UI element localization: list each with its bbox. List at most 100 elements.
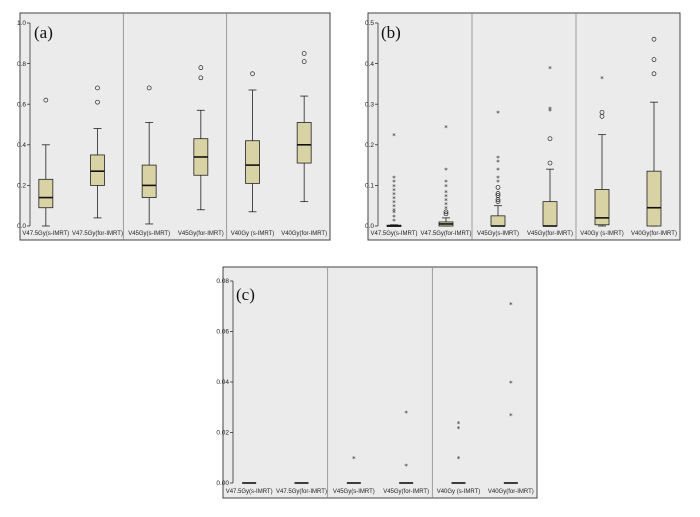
outlier-point (250, 71, 255, 77)
outlier-point (495, 191, 501, 196)
iqr-box (296, 122, 312, 164)
box-v45gy-s-imrt-: V45Gy(s-IMRT) (128, 85, 170, 237)
panel-label: (a) (34, 23, 53, 42)
box-v45gy-s-imrt-: ******V45Gy(s-IMRT) (477, 110, 519, 237)
extreme-point: * (444, 201, 448, 209)
extreme-point: * (392, 213, 396, 221)
y-tick-label: 0.0 (17, 223, 26, 230)
y-tick-label: 0.00 (216, 480, 229, 487)
extreme-point: * (392, 199, 396, 207)
y-tick-label: 0.0 (365, 223, 374, 230)
iqr-box (490, 215, 506, 227)
box-v47-5gy-s-imrt-: V47.5Gy(s-IMRT) (226, 482, 273, 495)
extreme-point: * (548, 65, 552, 73)
panel-label: (b) (381, 23, 401, 42)
outlier-point (198, 75, 204, 81)
box-v40gy-s-imrt-: ***V40Gy (s-IMRT) (437, 420, 481, 495)
extreme-point: * (457, 425, 461, 433)
outlier-point (443, 209, 449, 215)
iqr-box (245, 140, 260, 184)
panel-label: (c) (236, 285, 255, 304)
category-label: V47.5Gy(s-IMRT) (22, 231, 69, 237)
extreme-point: * (392, 209, 396, 217)
panel-frame (222, 266, 538, 499)
box-v40gy-for-imrt-: * * * V40Gy(for-IMRT) (488, 301, 534, 495)
y-tick-label: 0.04 (216, 379, 229, 386)
box-v40gy-s-imrt-: V40Gy (s-IMRT) (231, 71, 275, 237)
extreme-point: * (496, 175, 500, 183)
iqr-box (594, 189, 610, 226)
box-v47-5gy-s-imrt-: V47.5Gy(s-IMRT) (22, 97, 69, 237)
category-label: V45Gy(for-IMRT) (383, 489, 429, 495)
extreme-point: * (392, 207, 396, 215)
y-tick-label: 0.1 (365, 183, 374, 190)
category-label: V45Gy(s-IMRT) (128, 231, 170, 237)
outlier-point (495, 193, 501, 198)
extreme-point: * (352, 455, 356, 463)
outlier-point (495, 185, 501, 190)
category-label: V47.5Gy(s-IMRT) (371, 231, 418, 237)
y-tick-label: 0.02 (216, 430, 229, 437)
iqr-box (646, 170, 662, 227)
box-v47-5gy-for-imrt-: V47.5Gy(for-IMRT) (72, 85, 123, 237)
outlier-point (651, 71, 657, 77)
category-label: V47.5Gy(for-IMRT) (72, 231, 123, 237)
box-v45gy-for-imrt-: ***V45Gy(for-IMRT) (527, 65, 573, 237)
extreme-point: * (496, 154, 500, 162)
category-label: V47.5Gy(for-IMRT) (421, 231, 472, 237)
y-tick-label: 0.8 (17, 61, 26, 68)
outlier-point (146, 85, 152, 91)
outlier-point (547, 160, 553, 166)
y-tick-label: 0.08 (216, 278, 229, 285)
outlier-point (651, 36, 657, 42)
outlier-point (43, 97, 49, 103)
y-tick-label: 0.4 (365, 61, 374, 68)
extreme-point: * (392, 187, 396, 195)
category-label: V40Gy(for-IMRT) (488, 489, 534, 495)
extreme-point: * (509, 301, 513, 309)
iqr-box (38, 178, 54, 209)
extreme-point: * (444, 197, 448, 205)
extreme-point: * (496, 158, 500, 166)
extreme-point: * (457, 420, 461, 428)
extreme-point: * (392, 191, 396, 199)
extreme-point: * (444, 205, 448, 213)
category-label: V45Gy(for-IMRT) (178, 231, 224, 237)
y-tick-label: 0.3 (365, 101, 374, 108)
y-tick-label: 0.2 (17, 183, 26, 190)
iqr-box (90, 154, 105, 186)
iqr-box (542, 201, 558, 227)
y-tick-label: 1.0 (17, 20, 26, 27)
outlier-point (547, 136, 553, 142)
extreme-point: * (548, 108, 552, 116)
outlier-point (443, 211, 449, 217)
category-label: V47.5Gy(for-IMRT) (276, 489, 327, 495)
extreme-point: * (392, 175, 396, 183)
outlier-point (95, 99, 100, 105)
outlier-point (599, 109, 605, 115)
outlier-point (301, 51, 307, 56)
category-label: V47.5Gy(s-IMRT) (226, 489, 273, 495)
box-v40gy-for-imrt-: V40Gy(for-IMRT) (631, 36, 677, 237)
category-label: V40Gy(for-IMRT) (281, 231, 327, 237)
category-label: V40Gy (s-IMRT) (437, 489, 481, 495)
iqr-box (141, 164, 157, 198)
extreme-point: * (496, 110, 500, 118)
panel-c: 0.000.020.040.060.08(c)V47.5Gy(s-IMRT) V4… (216, 266, 538, 499)
category-label: V45Gy(s-IMRT) (333, 489, 375, 495)
extreme-point: * (392, 132, 396, 140)
extreme-point: * (392, 179, 396, 187)
y-tick-label: 0.6 (17, 101, 26, 108)
panel-frame (19, 12, 331, 241)
outlier-point (495, 199, 501, 204)
extreme-point: * (457, 455, 461, 463)
extreme-point: * (392, 195, 396, 203)
y-tick-label: 0.4 (17, 142, 26, 149)
box-v47-5gy-s-imrt-: *************V47.5Gy(s-IMRT) (371, 132, 418, 237)
extreme-point: * (444, 124, 448, 132)
extreme-point: * (509, 379, 513, 387)
extreme-point: * (444, 183, 448, 191)
outlier-point (301, 59, 307, 64)
category-label: V40Gy (s-IMRT) (231, 231, 275, 237)
category-label: V45Gy(for-IMRT) (527, 231, 573, 237)
